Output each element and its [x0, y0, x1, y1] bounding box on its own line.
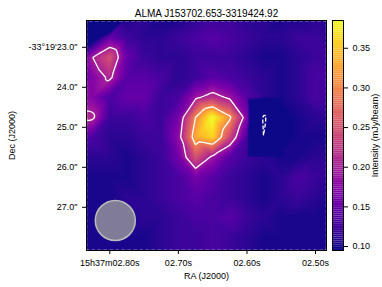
- svg-text:ALMA J153702.653-3319424.92: ALMA J153702.653-3319424.92: [135, 8, 279, 19]
- svg-text:02.50s: 02.50s: [302, 258, 330, 268]
- svg-text:Intensity (mJy/beam): Intensity (mJy/beam): [370, 94, 380, 178]
- svg-text:02.70s: 02.70s: [165, 258, 193, 268]
- svg-text:0.30: 0.30: [353, 83, 371, 93]
- svg-text:24.0": 24.0": [57, 82, 78, 92]
- svg-text:0.35: 0.35: [353, 43, 371, 53]
- svg-text:0.20: 0.20: [353, 162, 371, 172]
- svg-text:RA (J2000): RA (J2000): [184, 271, 229, 281]
- svg-text:0.10: 0.10: [353, 241, 371, 251]
- svg-text:25.0": 25.0": [57, 122, 78, 132]
- svg-text:0.25: 0.25: [353, 122, 371, 132]
- svg-text:26.0": 26.0": [57, 162, 78, 172]
- svg-text:02.60s: 02.60s: [233, 258, 261, 268]
- svg-text:15h37m02.80s: 15h37m02.80s: [80, 258, 140, 268]
- svg-text:27.0": 27.0": [57, 202, 78, 212]
- svg-text:0.15: 0.15: [353, 202, 371, 212]
- svg-text:Dec (J2000): Dec (J2000): [7, 111, 17, 160]
- svg-text:-33°19'23.0": -33°19'23.0": [28, 42, 77, 52]
